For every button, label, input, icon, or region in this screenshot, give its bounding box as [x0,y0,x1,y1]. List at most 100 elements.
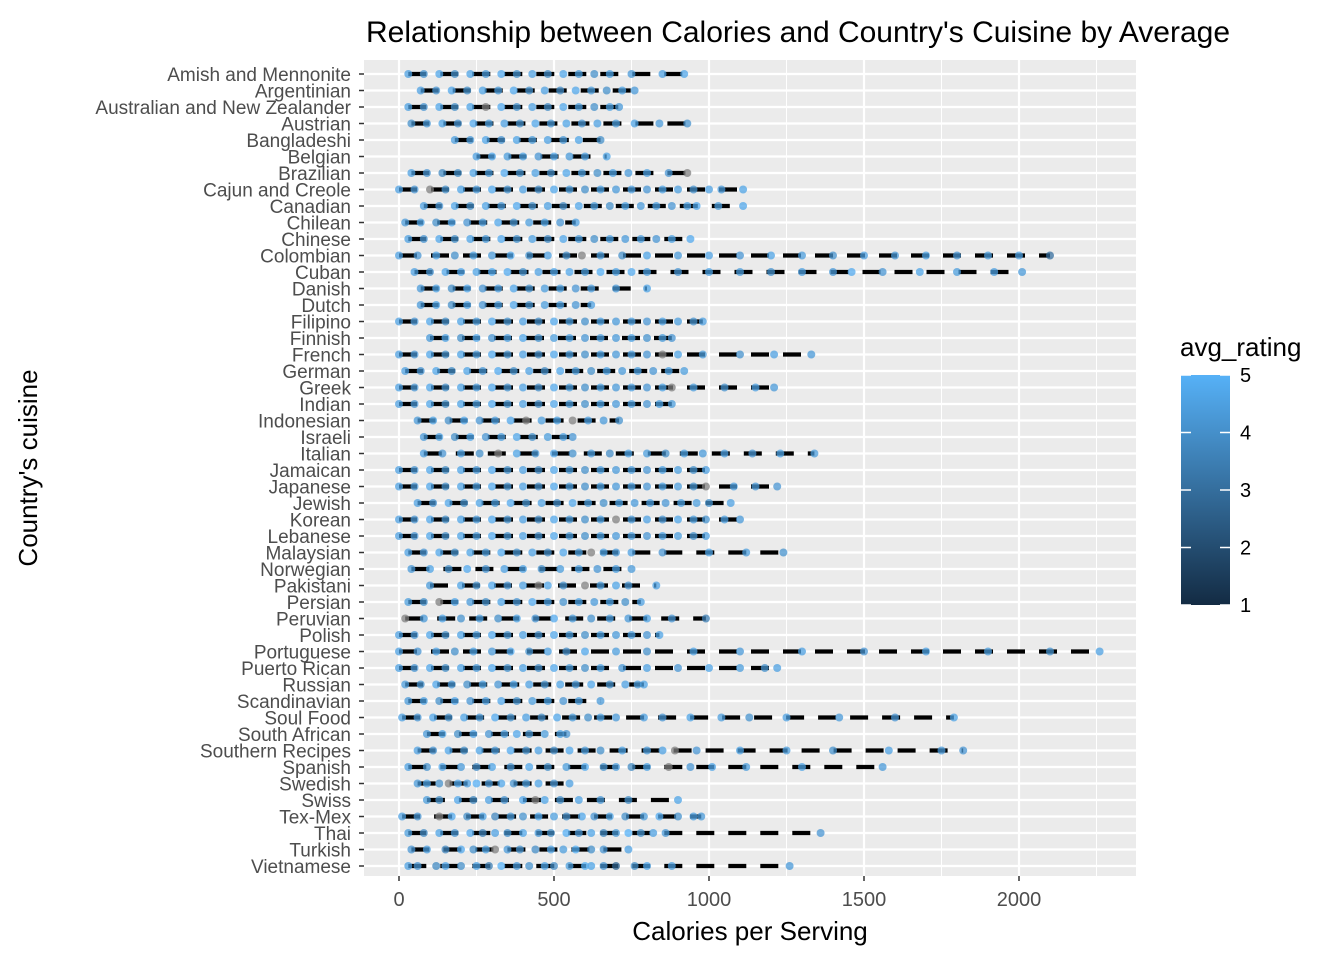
data-point [568,449,577,458]
data-point [540,680,549,689]
y-tick-label: Danish [292,280,351,301]
data-point [472,400,481,408]
data-point [574,235,583,243]
data-point [525,763,534,771]
data-point [627,515,636,524]
data-point [1095,647,1104,656]
data-point [596,136,605,144]
data-point [503,383,512,392]
data-point [590,598,599,606]
data-point [568,614,577,623]
data-point [658,746,667,755]
data-point [742,763,751,771]
data-point [506,251,515,260]
data-point [581,350,589,359]
data-point [395,631,403,639]
data-point [422,763,431,771]
y-tick-label: Belgian [288,148,351,169]
data-point [419,103,428,111]
data-point [512,70,521,78]
data-point [605,812,614,821]
data-point [636,829,645,837]
data-point [618,746,627,755]
data-point [627,350,636,359]
y-tick-label: Swiss [301,791,351,812]
data-point [534,334,543,342]
data-point [556,565,565,573]
data-point [506,763,515,771]
data-point [785,862,794,870]
data-point [891,713,899,722]
data-point [515,119,524,128]
data-point [450,251,459,260]
data-point [534,400,543,408]
data-point [450,433,459,441]
data-point [410,482,419,491]
data-point [497,202,506,210]
data-point [416,680,425,689]
data-point [574,796,583,804]
data-point [574,829,583,837]
data-point [574,565,583,573]
data-point [643,334,651,342]
y-tick-label: Bangladeshi [246,131,351,152]
data-point [438,169,447,177]
data-point [534,383,543,392]
data-point [512,548,521,557]
data-point [664,763,673,771]
data-point [491,845,500,854]
data-point [441,532,450,540]
data-point [450,70,459,78]
y-tick-label: Swedish [279,775,351,796]
data-point [664,367,673,375]
data-point [481,548,490,557]
data-point [543,581,552,590]
data-point [422,779,431,788]
data-point [773,482,782,491]
data-point [608,169,617,177]
data-point [605,680,614,689]
data-point [736,251,744,260]
data-point [612,466,620,474]
data-point [568,433,577,441]
data-point [509,680,518,689]
data-point [698,317,707,326]
data-point [466,598,475,606]
data-point [404,763,413,771]
data-point [736,664,744,672]
data-point [506,416,515,425]
data-point [426,400,434,408]
data-point [481,433,490,441]
series-turkish [407,845,633,854]
data-point [404,829,413,837]
series-colombian [395,251,1054,260]
data-point [463,284,472,293]
data-point [509,218,518,227]
data-point [512,235,521,243]
data-point [453,169,462,177]
y-tick-label: Norwegian [260,560,351,581]
data-point [450,103,459,111]
data-point [447,367,456,375]
data-point [503,317,512,326]
data-point [937,746,946,755]
data-point [481,235,490,243]
data-point [519,482,527,491]
data-point [475,614,484,623]
data-point [435,202,444,210]
data-point [472,779,481,788]
data-point [612,532,620,540]
data-point [639,812,648,821]
data-point [596,334,605,342]
data-point [565,152,574,161]
data-point [426,482,434,491]
data-point [534,779,543,788]
data-point [658,334,667,342]
data-point [581,763,589,771]
data-point [441,185,450,194]
data-point [435,598,444,606]
series-portuguese [395,647,1104,656]
data-point [537,565,546,573]
data-point [599,845,608,854]
data-point [453,730,462,738]
